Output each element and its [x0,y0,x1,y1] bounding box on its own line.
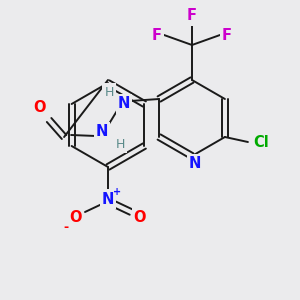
Text: F: F [152,28,162,43]
Text: N: N [118,97,130,112]
Text: F: F [187,8,197,23]
Text: O: O [134,209,146,224]
Text: Cl: Cl [253,134,269,149]
Text: H: H [104,85,114,98]
Text: N: N [102,191,114,206]
Text: F: F [222,28,232,43]
Text: H: H [116,137,125,151]
Text: O: O [33,100,45,115]
Text: +: + [113,187,121,197]
Text: O: O [70,209,82,224]
Text: N: N [96,124,108,140]
Text: -: - [63,220,69,233]
Text: N: N [189,157,201,172]
